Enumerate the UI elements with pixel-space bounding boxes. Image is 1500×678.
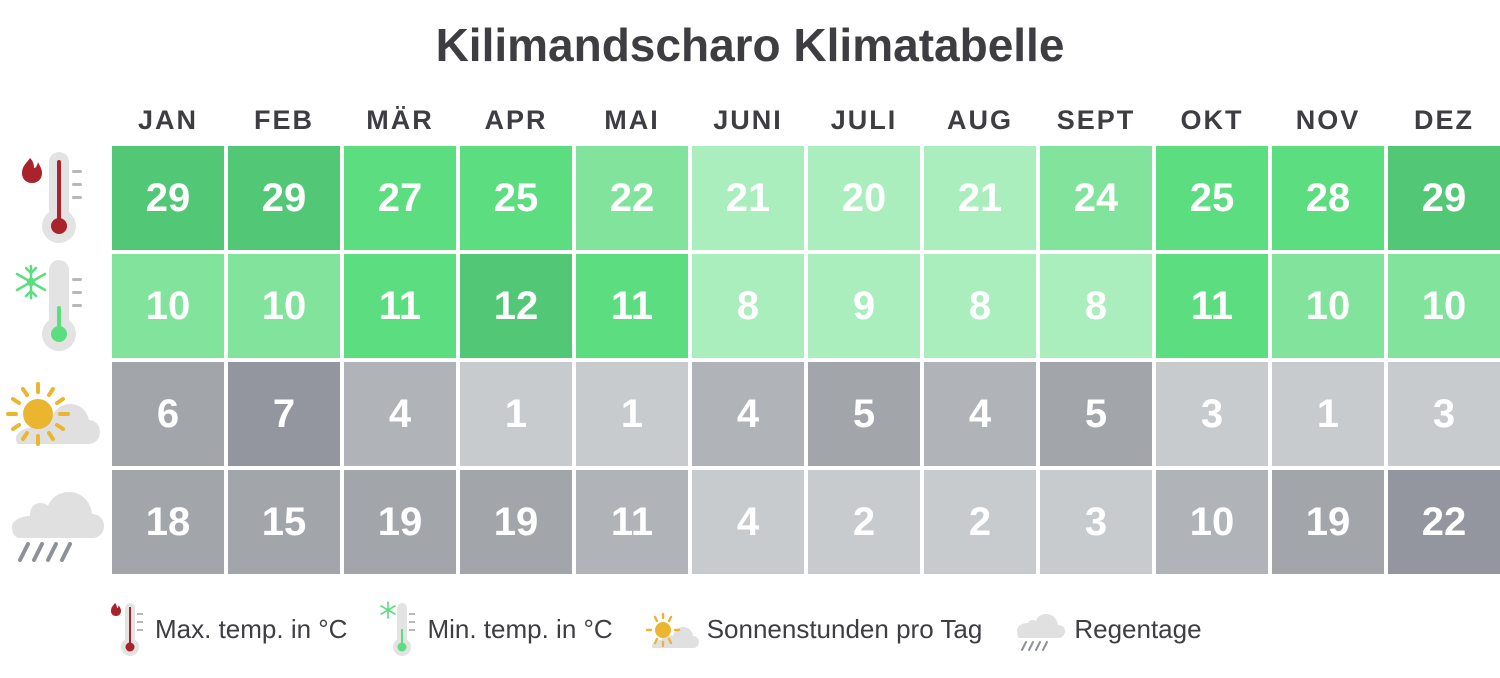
table-cell-rain-days: 19 [460, 470, 572, 574]
table-cell-rain-days: 15 [228, 470, 340, 574]
table-cell-min-temp: 8 [692, 254, 804, 358]
month-label: OKT [1180, 105, 1244, 135]
table-cell-sunshine: 1 [1272, 362, 1384, 466]
table-cell-min-temp: 11 [344, 254, 456, 358]
month-header: JAN FEB MÄR APR MAI JUNI JULI AUG SEPT O… [112, 100, 1500, 140]
table-cell-rain-days: 22 [1388, 470, 1500, 574]
legend-label: Max. temp. in °C [155, 613, 348, 644]
table-cell-sunshine: 5 [808, 362, 920, 466]
month-label: JAN [137, 105, 198, 135]
chart-title: Kilimandscharo Klimatabelle [435, 19, 1065, 71]
legend-item-sunshine: Sonnenstunden pro Tag [643, 604, 983, 654]
month-label: FEB [254, 105, 314, 135]
thermometer-hot-icon [0, 146, 110, 250]
table-cell-sunshine: 1 [460, 362, 572, 466]
month-label: SEPT [1056, 105, 1136, 135]
table-cell-min-temp: 10 [1388, 254, 1500, 358]
month-label: DEZ [1414, 105, 1474, 135]
table-cell-max-temp: 21 [924, 146, 1036, 250]
table-cell-sunshine: 7 [228, 362, 340, 466]
table-cell-sunshine: 6 [112, 362, 224, 466]
table-cell-sunshine: 4 [924, 362, 1036, 466]
table-cell-sunshine: 5 [1040, 362, 1152, 466]
table-cell-rain-days: 19 [1272, 470, 1384, 574]
rain-cloud-icon [0, 470, 110, 574]
thermometer-cold-icon [0, 254, 110, 358]
table-cell-sunshine: 1 [576, 362, 688, 466]
table-cell-max-temp: 21 [692, 146, 804, 250]
thermometer-hot-icon [111, 603, 143, 656]
table-cell-sunshine: 3 [1156, 362, 1268, 466]
table-cell-rain-days: 10 [1156, 470, 1268, 574]
table-cell-min-temp: 10 [112, 254, 224, 358]
table-cell-max-temp: 28 [1272, 146, 1384, 250]
legend-item-rain-days: Regentage [1012, 604, 1202, 654]
table-cell-rain-days: 2 [808, 470, 920, 574]
sun-cloud-icon [645, 612, 699, 648]
month-label: APR [484, 105, 548, 135]
legend-label: Regentage [1074, 613, 1202, 644]
table-cell-rain-days: 3 [1040, 470, 1152, 574]
table-cell-max-temp: 22 [576, 146, 688, 250]
table-cell-rain-days: 19 [344, 470, 456, 574]
rain-cloud-icon [1017, 614, 1066, 651]
table-cell-min-temp: 9 [808, 254, 920, 358]
month-label: MÄR [366, 105, 434, 135]
table-cell-rain-days: 4 [692, 470, 804, 574]
table-cell-min-temp: 10 [1272, 254, 1384, 358]
table-cell-max-temp: 25 [1156, 146, 1268, 250]
table-cell-max-temp: 24 [1040, 146, 1152, 250]
month-label: NOV [1295, 105, 1361, 135]
legend-item-max-temp: Max. temp. in °C [105, 599, 347, 659]
table-cell-sunshine: 4 [692, 362, 804, 466]
table-cell-min-temp: 12 [460, 254, 572, 358]
table-cell-min-temp: 10 [228, 254, 340, 358]
month-label: JUNI [713, 105, 783, 135]
month-label: MAI [604, 105, 660, 135]
sun-cloud-icon [0, 362, 110, 466]
table-cell-min-temp: 11 [1156, 254, 1268, 358]
table-cell-sunshine: 3 [1388, 362, 1500, 466]
table-cell-min-temp: 8 [924, 254, 1036, 358]
table-cell-min-temp: 11 [576, 254, 688, 358]
table-cell-rain-days: 11 [576, 470, 688, 574]
thermometer-cold-icon [380, 601, 416, 656]
month-label: AUG [947, 105, 1013, 135]
table-cell-max-temp: 25 [460, 146, 572, 250]
table-cell-rain-days: 18 [112, 470, 224, 574]
legend-item-min-temp: Min. temp. in °C [377, 599, 613, 659]
climate-table: 29 29 27 25 22 21 20 21 24 25 28 29 10 10 11 12 11 8 9 8 8 11… [112, 146, 1500, 574]
legend-label: Min. temp. in °C [427, 613, 613, 644]
legend: Max. temp. in °C Min. temp. in °C [105, 594, 1232, 664]
table-cell-rain-days: 2 [924, 470, 1036, 574]
table-cell-max-temp: 29 [1388, 146, 1500, 250]
legend-label: Sonnenstunden pro Tag [706, 613, 983, 644]
table-cell-min-temp: 8 [1040, 254, 1152, 358]
table-cell-max-temp: 29 [228, 146, 340, 250]
table-cell-max-temp: 27 [344, 146, 456, 250]
table-cell-max-temp: 29 [112, 146, 224, 250]
table-cell-max-temp: 20 [808, 146, 920, 250]
month-label: JULI [830, 105, 898, 135]
table-cell-sunshine: 4 [344, 362, 456, 466]
